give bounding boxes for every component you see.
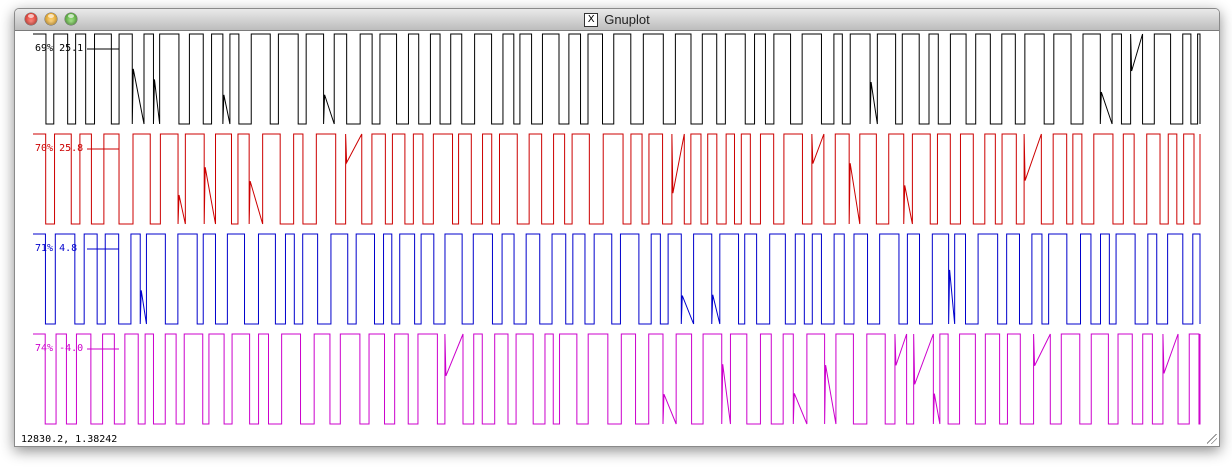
x11-icon: X (584, 12, 599, 27)
zoom-button[interactable] (65, 13, 77, 25)
trace-2 (33, 133, 1201, 225)
plot-canvas[interactable]: 69% 25.1 70% 25.8 71% 4.8 74% -4.0 (15, 31, 1219, 434)
plot-svg (33, 33, 1201, 425)
title-group: X Gnuplot (15, 11, 1219, 28)
key-label-4: 74% -4.0 (35, 343, 84, 354)
gnuplot-window: X Gnuplot 69% 25.1 70% 25.8 71% 4.8 74% -4.… (14, 8, 1220, 447)
trace-1 (33, 33, 1201, 125)
key-label-1: 69% 25.1 (35, 43, 84, 54)
minimize-button[interactable] (45, 13, 57, 25)
key-label-2: 70% 25.8 (35, 143, 84, 154)
key-label-3: 71% 4.8 (35, 243, 78, 254)
close-button[interactable] (25, 13, 37, 25)
window-title: Gnuplot (604, 12, 650, 27)
title-bar[interactable]: X Gnuplot (15, 9, 1219, 31)
resize-grip[interactable] (1207, 434, 1217, 444)
status-coordinates: 12830.2, 1.38242 (21, 434, 118, 445)
trace-3 (33, 233, 1201, 325)
trace-4 (33, 333, 1201, 425)
